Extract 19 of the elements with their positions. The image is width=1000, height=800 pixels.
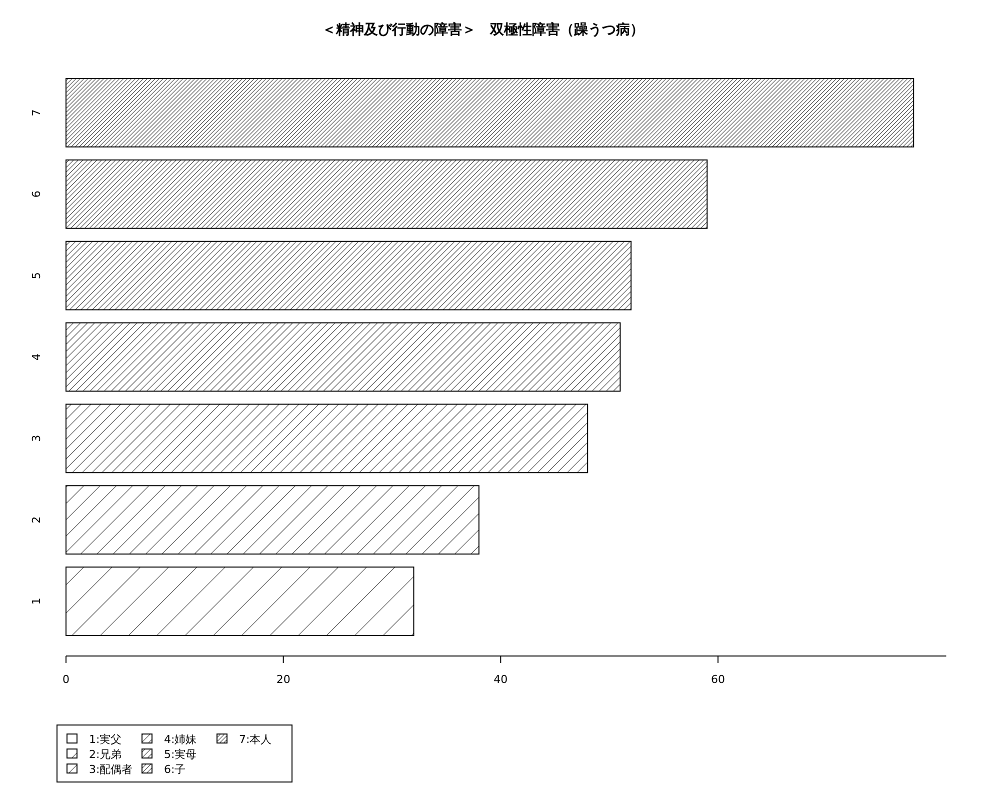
legend-label: 6:子 — [164, 763, 186, 776]
x-tick-label: 20 — [276, 673, 290, 686]
legend-label: 1:実父 — [89, 733, 122, 746]
y-tick-label: 6 — [30, 190, 43, 198]
y-tick-label: 5 — [30, 272, 43, 280]
x-tick-label: 60 — [711, 673, 725, 686]
y-tick-label: 4 — [30, 354, 43, 360]
legend-label: 3:配偶者 — [89, 763, 133, 776]
chart-title: ＜精神及び行動の障害＞ 双極性障害（躁うつ病） — [322, 21, 644, 38]
legend-label: 7:本人 — [239, 733, 272, 746]
y-tick-label: 3 — [30, 434, 43, 442]
x-tick-label: 0 — [62, 673, 70, 686]
y-tick-label: 7 — [30, 109, 43, 116]
legend-label: 2:兄弟 — [89, 748, 122, 761]
y-tick-label: 2 — [30, 516, 43, 524]
legend-label: 5:実母 — [164, 748, 197, 761]
legend-label: 4:姉妹 — [164, 733, 197, 746]
y-tick-label: 1 — [30, 598, 43, 605]
x-tick-label: 40 — [494, 673, 508, 686]
